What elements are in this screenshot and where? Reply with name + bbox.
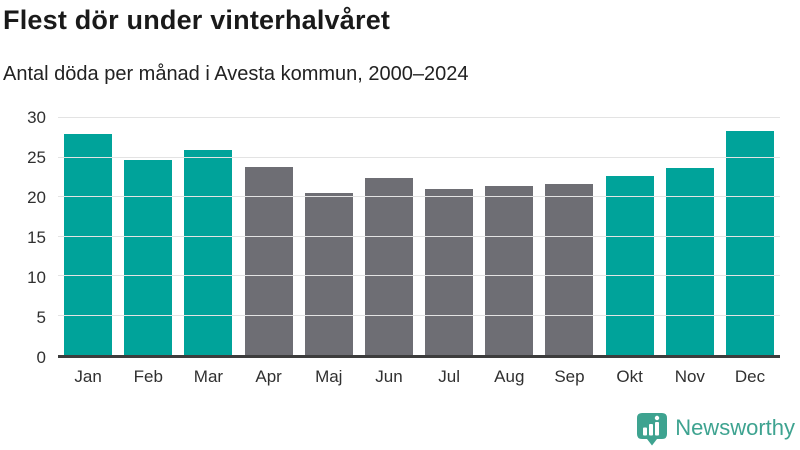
bar-nov bbox=[665, 167, 714, 355]
y-axis-tick-label: 25 bbox=[27, 148, 46, 167]
bar-slot bbox=[600, 118, 660, 355]
x-axis-label-aug: Aug bbox=[494, 367, 525, 386]
bar-slot bbox=[239, 118, 299, 355]
x-axis-label-feb: Feb bbox=[133, 367, 163, 386]
brand-footer: Newsworthy bbox=[637, 413, 795, 446]
brand-name: Newsworthy bbox=[675, 414, 795, 440]
bar-aug bbox=[485, 185, 534, 355]
bar-jan bbox=[64, 133, 113, 355]
gridline bbox=[58, 117, 780, 118]
bar-apr bbox=[244, 166, 293, 355]
x-axis-label-nov: Nov bbox=[674, 367, 705, 386]
bar-slot bbox=[419, 118, 479, 355]
gridline bbox=[58, 156, 780, 158]
bar-feb bbox=[124, 159, 173, 355]
y-axis-tick-label: 15 bbox=[27, 228, 46, 247]
x-axis-label-apr: Apr bbox=[255, 367, 282, 386]
bar-group bbox=[58, 118, 780, 355]
y-axis-tick-label: 10 bbox=[27, 268, 46, 287]
x-axis-label-jul: Jul bbox=[438, 367, 460, 386]
y-axis-tick-label: 0 bbox=[36, 348, 46, 367]
gridline bbox=[58, 196, 780, 198]
x-axis-label-sep: Sep bbox=[554, 367, 585, 386]
bar-chart-speech-bubble-icon bbox=[637, 413, 668, 446]
bar-slot bbox=[359, 118, 419, 355]
bar-slot bbox=[660, 118, 720, 355]
y-axis-tick-label: 20 bbox=[27, 188, 46, 207]
plot-area bbox=[58, 117, 780, 358]
bar-jul bbox=[425, 189, 474, 355]
bar-maj bbox=[304, 193, 353, 355]
gridline bbox=[58, 275, 780, 277]
bar-slot bbox=[58, 118, 118, 355]
bar-slot bbox=[299, 118, 359, 355]
bar-slot bbox=[479, 118, 539, 355]
bar-slot bbox=[118, 118, 178, 355]
bar-sep bbox=[545, 183, 594, 355]
x-axis-label-jan: Jan bbox=[74, 367, 102, 386]
x-axis-label-okt: Okt bbox=[616, 367, 643, 386]
gridline bbox=[58, 235, 780, 237]
x-axis-labels: Jan Feb Mar Apr Maj Jun Jul Aug Sep Okt Nov Dec bbox=[58, 367, 780, 387]
bar-slot bbox=[539, 118, 599, 355]
bar-slot bbox=[178, 118, 238, 355]
x-axis-label-jun: Jun bbox=[375, 367, 403, 386]
x-axis-label-maj: Maj bbox=[315, 367, 343, 386]
x-axis-label-mar: Mar bbox=[193, 367, 224, 386]
chart-subtitle: Antal döda per månad i Avesta kommun, 20… bbox=[3, 63, 469, 85]
bar-okt bbox=[605, 175, 654, 355]
y-axis-tick-label: 30 bbox=[27, 108, 46, 127]
bar-mar bbox=[184, 149, 233, 355]
gridline bbox=[58, 314, 780, 316]
bar-slot bbox=[720, 118, 780, 355]
bar-dec bbox=[725, 131, 774, 355]
x-axis-label-dec: Dec bbox=[734, 367, 766, 386]
chart-title: Flest dör under vinterhalvåret bbox=[3, 5, 391, 35]
y-axis-tick-label: 5 bbox=[36, 308, 46, 327]
bar-jun bbox=[364, 178, 413, 355]
